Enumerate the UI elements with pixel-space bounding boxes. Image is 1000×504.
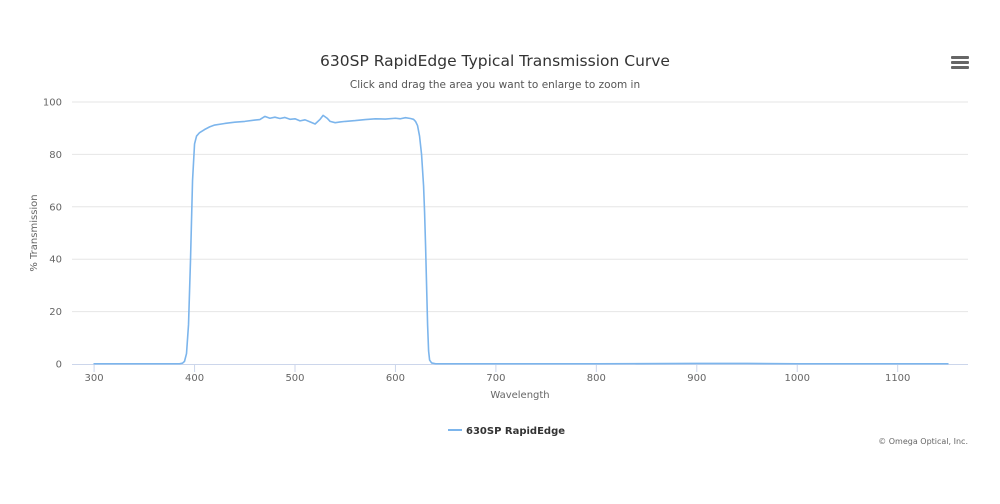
y-tick-label: 80: [49, 150, 62, 161]
x-tick-label: 900: [687, 373, 706, 384]
x-tick-label: 600: [386, 373, 405, 384]
y-tick-label: 20: [49, 307, 62, 318]
x-tick-label: 1100: [885, 373, 910, 384]
legend[interactable]: 630SP RapidEdge: [448, 426, 565, 437]
menu-icon-bar: [951, 56, 969, 59]
y-axis-ticks: 0 20 40 60 80 100: [43, 98, 62, 371]
series-layer: [93, 114, 949, 365]
y-tick-label: 40: [49, 255, 62, 266]
x-tick-label: 700: [486, 373, 505, 384]
series-line[interactable]: [93, 114, 949, 365]
x-tick-label: 800: [587, 373, 606, 384]
x-tick-label: 400: [185, 373, 204, 384]
chart-context-menu-button[interactable]: [949, 54, 971, 72]
x-tick-label: 300: [85, 373, 104, 384]
x-tick-label: 1000: [785, 373, 810, 384]
y-axis-title: % Transmission: [29, 194, 40, 271]
y-tick-label: 100: [43, 98, 62, 109]
chart-title: 630SP RapidEdge Typical Transmission Cur…: [320, 52, 670, 70]
credits-link[interactable]: © Omega Optical, Inc.: [878, 437, 968, 446]
x-tick-label: 500: [285, 373, 304, 384]
menu-icon-bar: [951, 66, 969, 69]
chart-subtitle: Click and drag the area you want to enla…: [350, 79, 640, 91]
x-axis-ticks: 300 400 500 600 700 800 900 1000 1100: [85, 364, 910, 384]
menu-icon-bar: [951, 61, 969, 64]
legend-item-label[interactable]: 630SP RapidEdge: [466, 426, 565, 437]
y-tick-label: 0: [56, 360, 62, 371]
y-tick-label: 60: [49, 202, 62, 213]
x-axis-title: Wavelength: [490, 390, 549, 401]
grid-lines: [72, 101, 968, 313]
